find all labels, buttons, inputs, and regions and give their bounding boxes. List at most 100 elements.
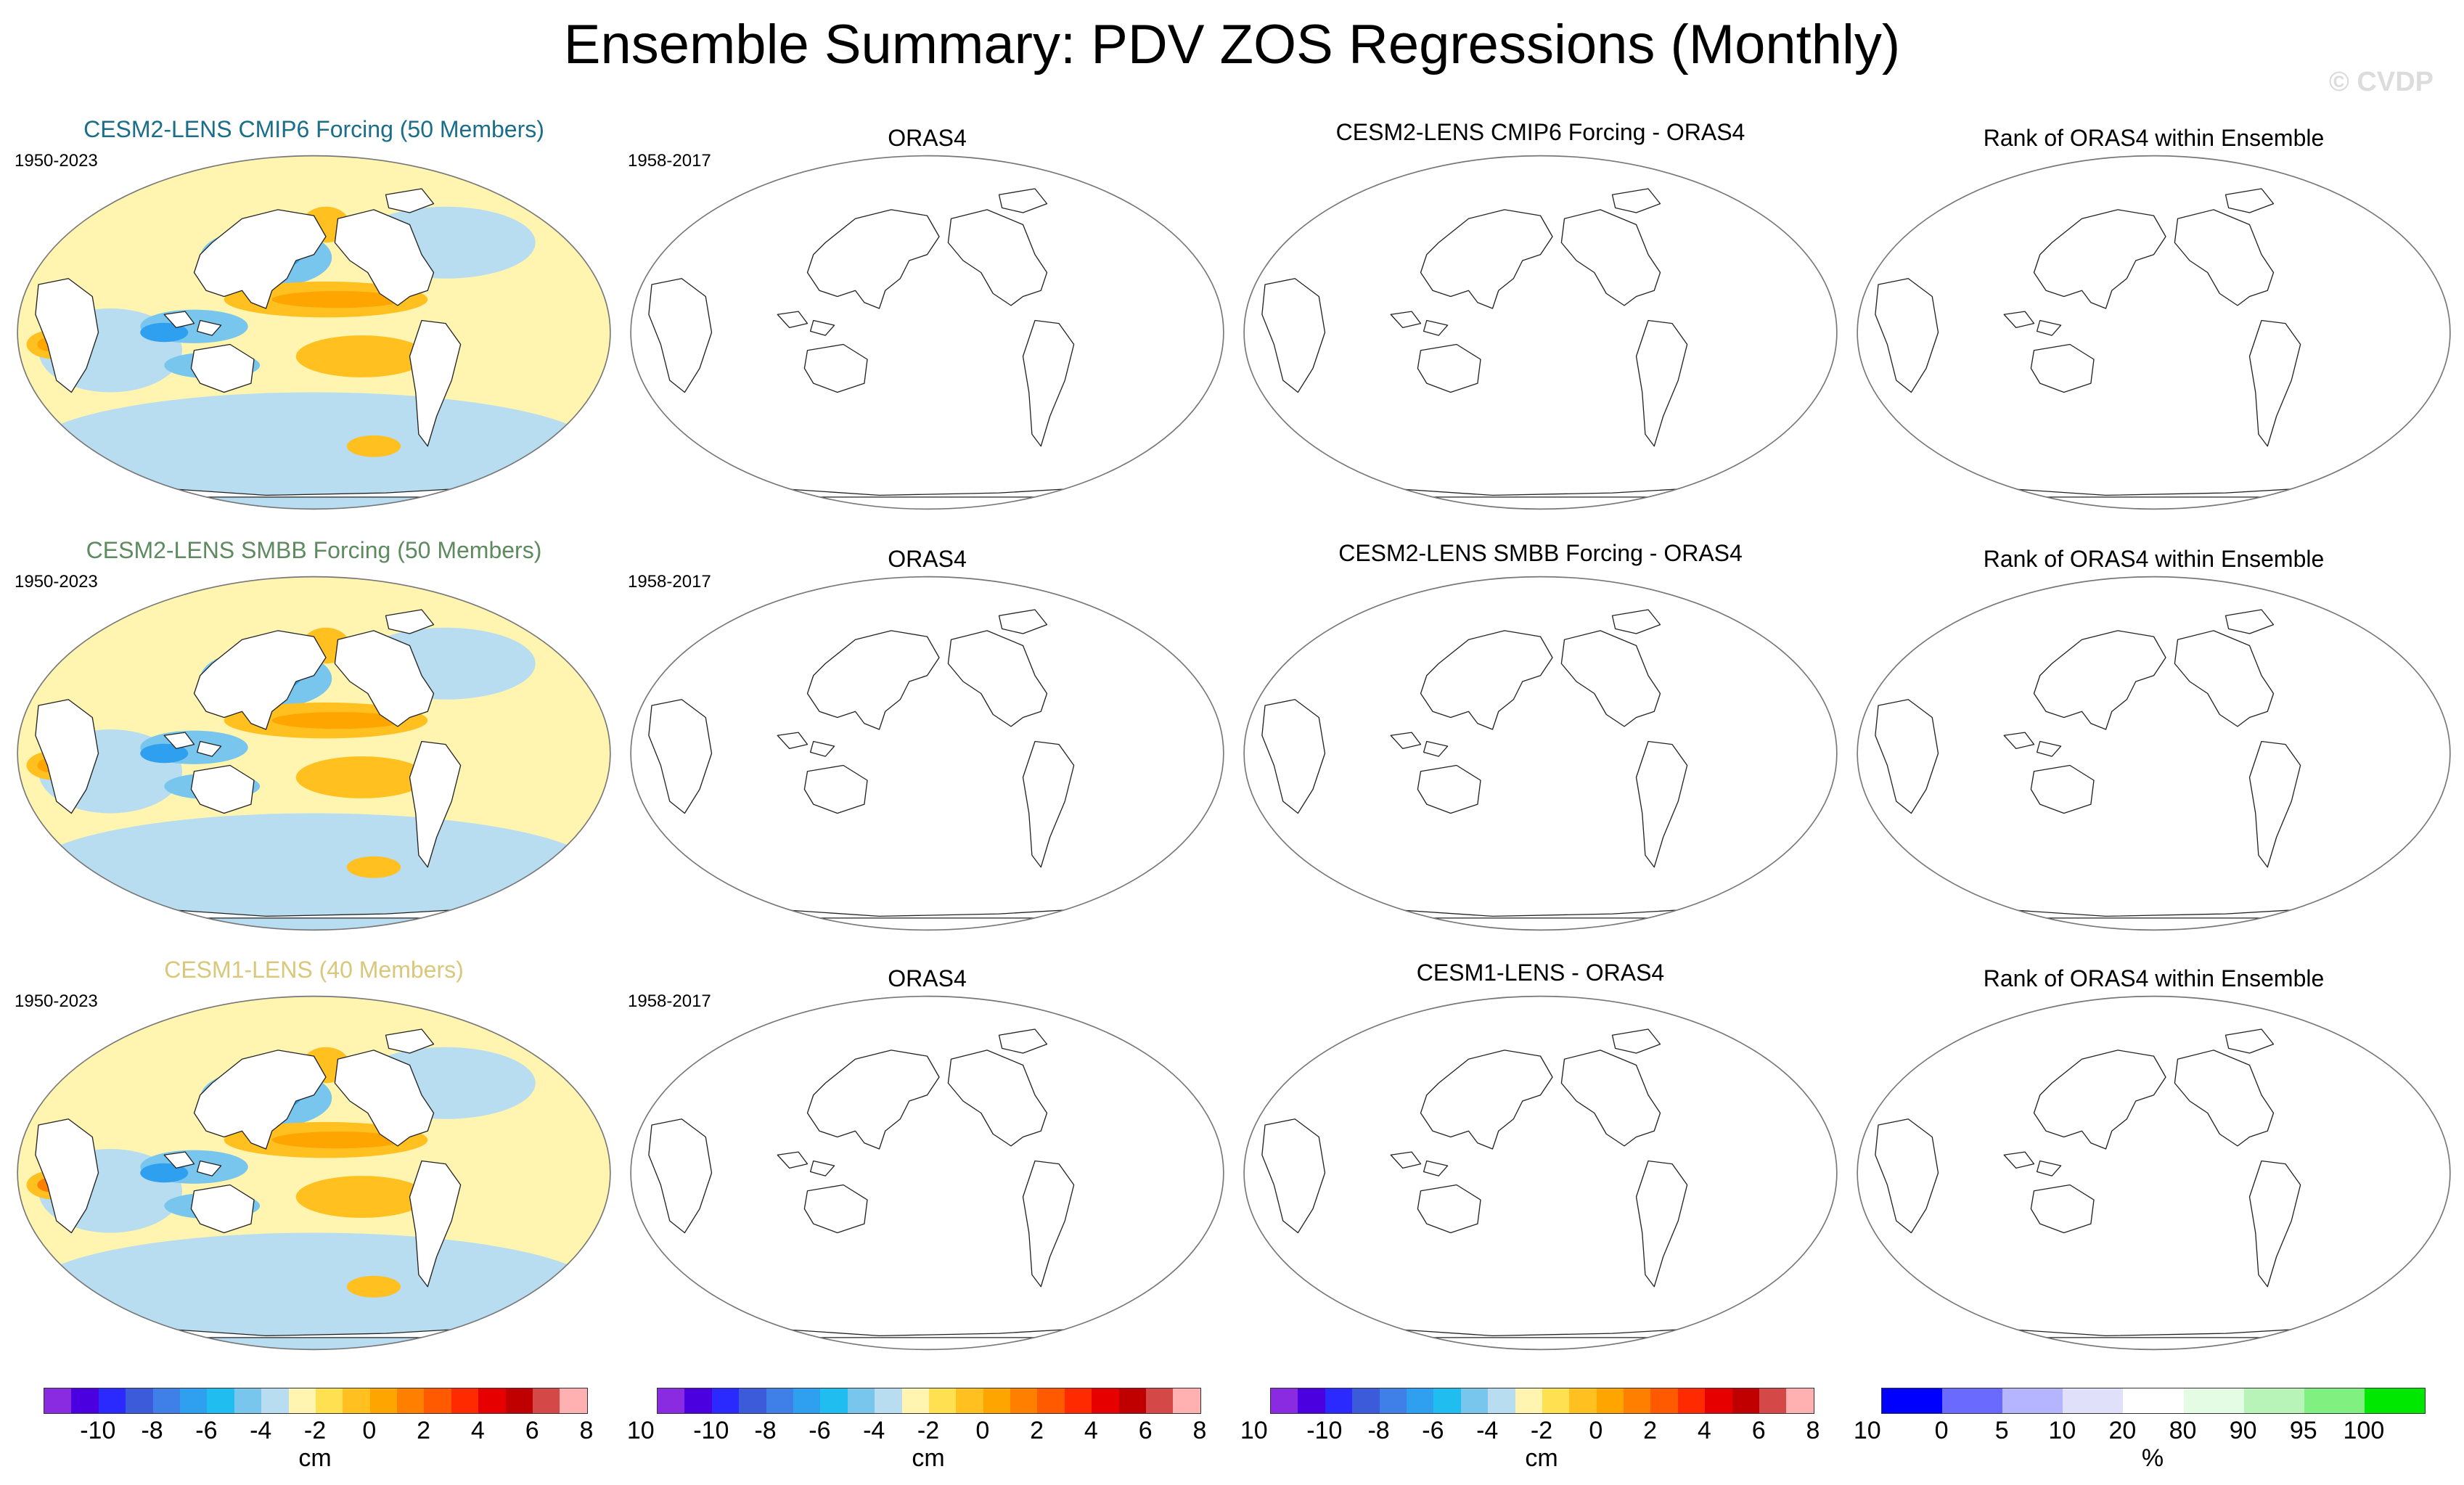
coastline <box>771 487 1084 498</box>
colorbar-swatch <box>44 1388 72 1413</box>
coastline <box>409 319 462 447</box>
coastline <box>2174 209 2275 306</box>
map-border <box>1243 155 1838 510</box>
period-label: 1950-2023 <box>15 991 98 1011</box>
colorbar-tick-label: 2 <box>417 1417 431 1444</box>
ensemble-panel-row1: CESM2-LENS CMIP6 Forcing (50 Members) 195… <box>15 116 613 515</box>
difference-map-row1 <box>1243 155 1838 510</box>
coastline <box>1611 188 1661 213</box>
difference-panel-row3: CESM1-LENS - ORAS4 <box>1241 957 1840 1356</box>
coastline <box>409 1160 462 1288</box>
colorbar-tick-label: -10 <box>80 1417 116 1444</box>
colorbar-swatch <box>1010 1388 1038 1413</box>
coastline <box>1635 740 1688 868</box>
coastline <box>190 343 255 393</box>
colorbar-tick-label: 10 <box>2048 1417 2076 1444</box>
colorbar-swatch <box>424 1388 451 1413</box>
colorbar-tick-label: 8 <box>1806 1417 1820 1444</box>
map-border <box>630 155 1224 510</box>
colorbar-swatch <box>658 1388 685 1413</box>
coastline <box>1022 740 1075 868</box>
coastline <box>648 699 713 814</box>
colorbar-tick-label: -6 <box>195 1417 218 1444</box>
colorbar-swatch <box>560 1388 587 1413</box>
map-border <box>630 576 1224 931</box>
coastline <box>2003 1151 2035 1169</box>
colorbar-swatch <box>207 1388 234 1413</box>
coastline <box>1875 1118 1939 1234</box>
colorbar-tick-label: -6 <box>809 1417 831 1444</box>
colorbar-swatch <box>1569 1388 1597 1413</box>
coastline <box>1423 1160 1449 1177</box>
zos-colorbar-1: -10 -8 -6 -4 -2 0 2 4 6 8 10 cm <box>44 1388 655 1475</box>
coastline <box>163 311 195 329</box>
coastline <box>2248 740 2301 868</box>
colorbar-swatch <box>739 1388 766 1413</box>
coastline <box>1420 209 1553 309</box>
colorbar-swatch <box>1942 1388 2003 1413</box>
coastline <box>2248 1160 2301 1288</box>
zos-colorbar-2: -10 -8 -6 -4 -2 0 2 4 6 8 10 cm <box>657 1388 1268 1475</box>
colorbar-unit: cm <box>298 1444 332 1472</box>
colorbar-swatch <box>1677 1388 1706 1413</box>
coastline <box>2030 764 2095 814</box>
colorbar-tick-label: -8 <box>141 1417 163 1444</box>
colorbar-swatch <box>2243 1388 2304 1413</box>
coastline <box>2033 1050 2166 1150</box>
colorbar-swatch <box>1146 1388 1174 1413</box>
colorbar-tick-label: 5 <box>1994 1417 2009 1444</box>
coastline <box>2033 630 2166 730</box>
ensemble-map-row2 <box>17 576 611 931</box>
coastline <box>809 740 835 757</box>
coastline <box>385 1028 435 1054</box>
coastline <box>409 740 462 868</box>
colorbar-tick-label: -2 <box>1530 1417 1553 1444</box>
coastline <box>1384 908 1697 919</box>
map-border <box>1243 995 1838 1351</box>
coastline <box>947 630 1048 727</box>
coastline <box>334 630 435 727</box>
coastline <box>2224 188 2275 213</box>
period-label: 1958-2017 <box>628 991 711 1011</box>
colorbar-swatch <box>261 1388 289 1413</box>
colorbar-tick-label: 10 <box>626 1417 655 1444</box>
coastline <box>998 609 1048 634</box>
coastline <box>648 278 713 393</box>
colorbar-swatch <box>1379 1388 1407 1413</box>
rank-map-row2 <box>1857 576 2451 931</box>
difference-map-row2 <box>1243 576 1838 931</box>
map-border <box>1857 155 2451 510</box>
coastline <box>2033 209 2166 309</box>
coastline <box>35 1118 99 1234</box>
colorbar-swatch <box>1271 1388 1298 1413</box>
coastline <box>196 319 222 336</box>
colorbar-tick-label: 10 <box>1240 1417 1268 1444</box>
colorbar-swatch <box>1092 1388 1119 1413</box>
colorbar-swatch <box>1624 1388 1651 1413</box>
colorbar-swatch <box>98 1388 126 1413</box>
coastline <box>193 630 327 730</box>
coastline <box>2224 609 2275 634</box>
colorbar-tick-label: 20 <box>2108 1417 2137 1444</box>
coastline <box>803 764 868 814</box>
coastline <box>2003 732 2035 750</box>
coastline <box>947 209 1048 306</box>
map-border <box>17 995 611 1351</box>
obs-panel-row2: ORAS4 1958-2017 <box>628 537 1227 936</box>
zos-colorbar-3: -10 -8 -6 -4 -2 0 2 4 6 8 10 cm <box>1270 1388 1881 1475</box>
colorbar-swatch <box>1759 1388 1787 1413</box>
difference-panel-title: CESM2-LENS SMBB Forcing - ORAS4 <box>1338 540 1743 566</box>
colorbar-tick-label: 6 <box>1138 1417 1153 1444</box>
colorbar-swatch <box>152 1388 180 1413</box>
difference-panel-title: CESM2-LENS CMIP6 Forcing - ORAS4 <box>1335 119 1745 145</box>
colorbar-swatch <box>1786 1388 1814 1413</box>
colorbar-swatch <box>478 1388 506 1413</box>
colorbar-tick-label: 100 <box>2343 1417 2385 1444</box>
coastline <box>777 732 809 750</box>
coastline <box>806 209 940 309</box>
coastline <box>1390 732 1422 750</box>
colorbar-swatch <box>1705 1388 1732 1413</box>
coastline <box>193 1050 327 1150</box>
coastline <box>1417 1184 1481 1234</box>
colorbar-swatch <box>2364 1388 2425 1413</box>
